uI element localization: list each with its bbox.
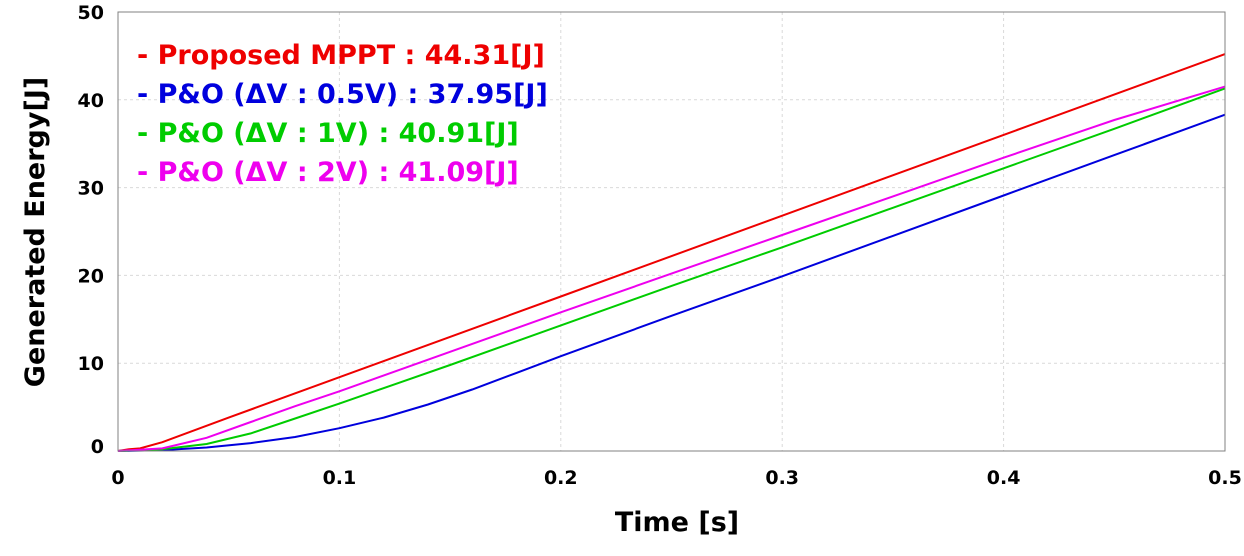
series-line [117,53,1226,452]
y-axis-title: Generated Energy[J] [20,77,51,387]
x-tick-label: 0.1 [323,467,357,489]
x-tick-label: 0.2 [544,467,578,489]
x-tick-label: 0.3 [765,467,799,489]
series-line [117,85,1226,452]
legend-entry: - Proposed MPPT : 44.31[J] [137,40,545,71]
y-tick-label: 30 [78,178,104,200]
series-lines [117,53,1226,452]
x-tick-label: 0.5 [1208,467,1242,489]
y-tick-label: 20 [78,265,104,287]
legend: - Proposed MPPT : 44.31[J] - P&O (ΔV : 0.… [137,40,548,188]
y-tick-label: 40 [78,90,104,112]
y-tick-label: 50 [78,2,104,24]
legend-entry: - P&O (ΔV : 2V) : 41.09[J] [137,157,519,188]
series-line [117,87,1226,452]
y-tick-labels: 0 10 20 30 40 50 [78,2,104,458]
series-line [117,113,1226,452]
legend-entry: - P&O (ΔV : 1V) : 40.91[J] [137,118,519,149]
grid [118,12,1225,451]
legend-entry: - P&O (ΔV : 0.5V) : 37.95[J] [137,79,548,110]
y-tick-label: 0 [91,436,104,458]
plot-frame [117,11,1226,452]
x-axis-title: Time [s] [615,507,739,538]
x-tick-labels: 0 0.1 0.2 0.3 0.4 0.5 [111,467,1241,489]
x-tick-label: 0 [111,467,124,489]
y-tick-label: 10 [78,353,104,375]
x-tick-label: 0.4 [987,467,1021,489]
